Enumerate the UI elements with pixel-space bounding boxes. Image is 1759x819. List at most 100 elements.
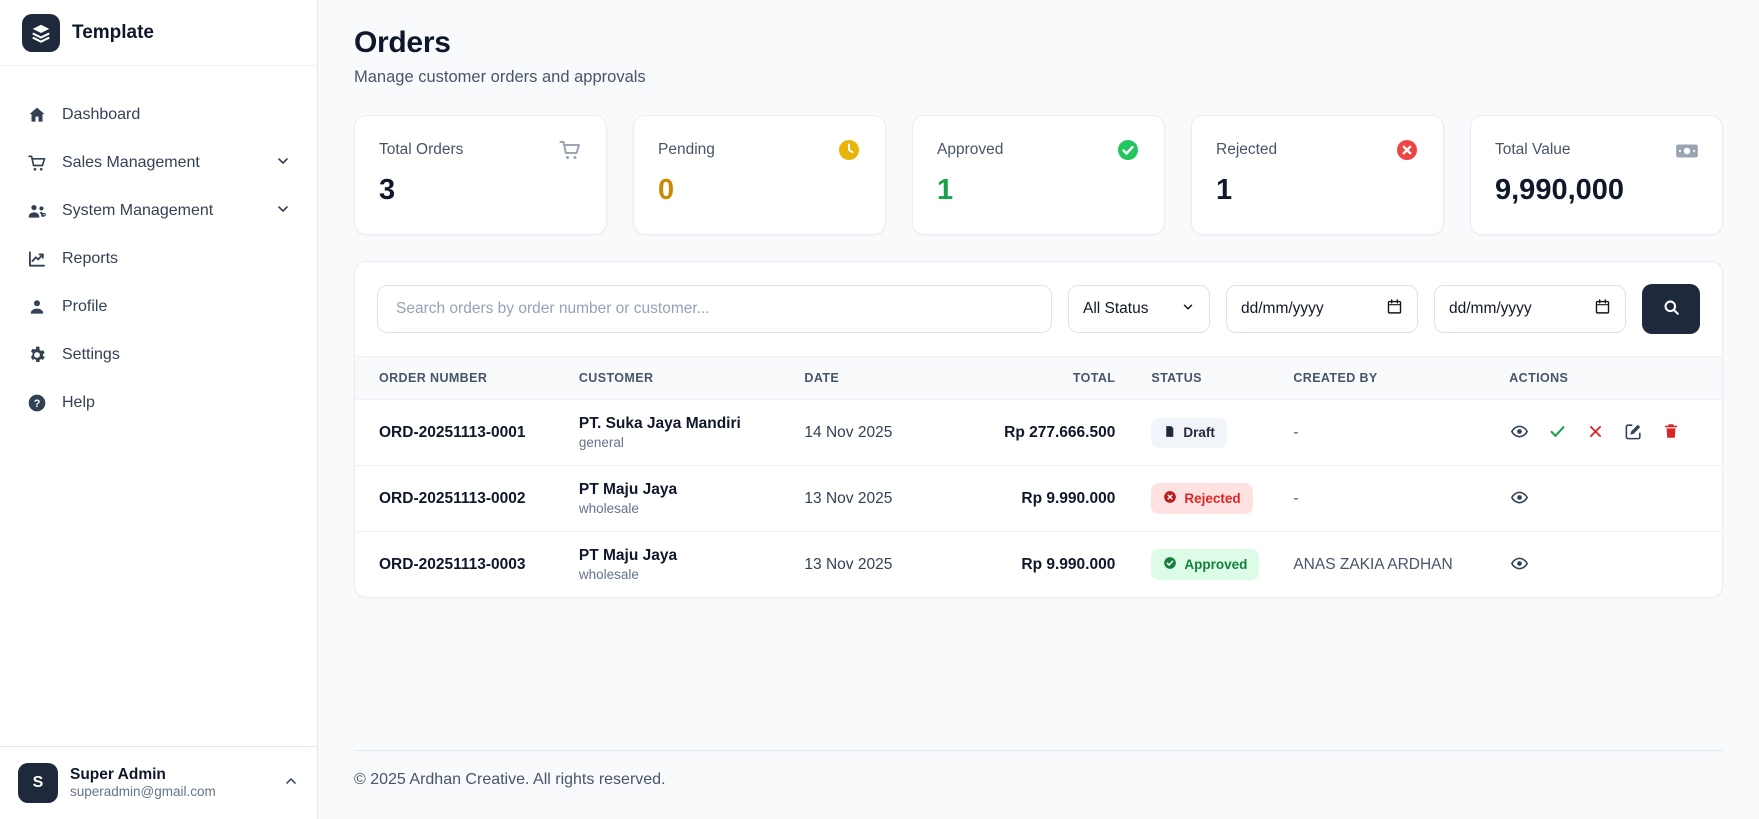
sidebar-item-settings[interactable]: Settings <box>12 332 305 378</box>
column-header-date[interactable]: DATE <box>792 356 950 400</box>
column-header-order-number[interactable]: ORDER NUMBER <box>355 356 567 400</box>
stat-value: 9,990,000 <box>1495 174 1625 206</box>
created-by: ANAS ZAKIA ARDHAN <box>1293 555 1453 573</box>
calendar-icon <box>1594 298 1611 320</box>
clock-icon <box>837 138 861 162</box>
edit-button[interactable] <box>1623 423 1643 443</box>
check-icon <box>1548 422 1567 444</box>
sidebar-item-help[interactable]: ? Help <box>12 380 305 426</box>
search-input[interactable] <box>377 285 1052 333</box>
cart-icon <box>26 152 48 174</box>
status-badge: Approved <box>1151 549 1260 580</box>
copyright-text: © 2025 Ardhan Creative. All rights reser… <box>354 771 666 788</box>
sidebar-item-sales-management[interactable]: Sales Management <box>12 140 305 186</box>
customer-type: general <box>578 435 624 450</box>
stat-value: 1 <box>937 174 954 206</box>
x-icon <box>1587 423 1604 443</box>
stat-label: Pending <box>658 141 715 158</box>
column-header-total[interactable]: TOTAL <box>949 356 1128 400</box>
reject-button[interactable] <box>1585 423 1605 443</box>
calendar-icon <box>1386 298 1403 320</box>
sidebar-user-menu[interactable]: S Super Admin superadmin@gmail.com <box>0 746 317 819</box>
sidebar: Template Dashboard Sales Management Syst… <box>0 0 318 819</box>
stat-value: 3 <box>379 174 396 206</box>
stat-card-pending: Pending 0 <box>633 115 886 235</box>
users-gear-icon <box>26 200 48 222</box>
delete-button[interactable] <box>1661 423 1681 443</box>
sidebar-item-label: Settings <box>62 346 120 363</box>
sidebar-item-reports[interactable]: Reports <box>12 236 305 282</box>
sidebar-item-label: Reports <box>62 250 119 267</box>
sidebar-item-label: Dashboard <box>62 106 141 123</box>
sidebar-item-profile[interactable]: Profile <box>12 284 305 330</box>
stat-card-rejected: Rejected 1 <box>1191 115 1444 235</box>
status-select[interactable]: All Status <box>1068 285 1210 333</box>
created-by: - <box>1293 489 1299 507</box>
stat-label: Approved <box>937 141 1004 158</box>
sidebar-item-dashboard[interactable]: Dashboard <box>12 92 305 138</box>
chart-icon <box>26 248 48 270</box>
document-icon <box>1163 425 1176 441</box>
page-header: Orders Manage customer orders and approv… <box>354 26 1723 87</box>
x-circle-icon <box>1395 138 1419 162</box>
order-number: ORD-20251113-0001 <box>379 423 526 441</box>
customer-type: wholesale <box>578 501 639 516</box>
cart-icon <box>558 138 582 162</box>
stat-card-total-orders: Total Orders 3 <box>354 115 607 235</box>
view-button[interactable] <box>1509 489 1529 509</box>
status-badge: Draft <box>1151 417 1227 448</box>
sidebar-item-system-management[interactable]: System Management <box>12 188 305 234</box>
eye-icon <box>1510 422 1529 444</box>
sidebar-item-label: Help <box>62 394 95 411</box>
stat-label: Rejected <box>1216 141 1278 158</box>
view-button[interactable] <box>1509 555 1529 575</box>
created-by: - <box>1293 423 1299 441</box>
trash-icon <box>1662 422 1680 443</box>
table-header-row: ORDER NUMBER CUSTOMER DATE TOTAL STATUS … <box>355 356 1722 400</box>
orders-panel: All Status dd/mm/yyyy dd/mm/yyyy <box>354 261 1723 598</box>
help-icon: ? <box>26 392 48 414</box>
chevron-down-icon <box>275 201 291 222</box>
date-to-input[interactable]: dd/mm/yyyy <box>1434 285 1626 333</box>
customer-name: PT. Suka Jaya Mandiri <box>578 415 741 432</box>
order-date: 14 Nov 2025 <box>804 423 893 441</box>
eye-icon <box>1510 488 1529 510</box>
search-button[interactable] <box>1642 284 1700 334</box>
order-number: ORD-20251113-0002 <box>379 489 526 507</box>
chevron-down-icon <box>1181 300 1195 319</box>
edit-icon <box>1624 422 1643 444</box>
check-circle-icon <box>1116 138 1140 162</box>
main-content: Orders Manage customer orders and approv… <box>318 0 1759 819</box>
table-row: ORD-20251113-0001 PT. Suka Jaya Mandiri … <box>355 399 1722 466</box>
column-header-created-by[interactable]: CREATED BY <box>1271 356 1484 400</box>
check-circle-icon <box>1163 556 1177 573</box>
status-badge: Rejected <box>1151 483 1253 514</box>
brand[interactable]: Template <box>0 0 317 66</box>
approve-button[interactable] <box>1547 423 1567 443</box>
brand-name: Template <box>72 21 155 43</box>
view-button[interactable] <box>1509 423 1529 443</box>
order-total: Rp 9.990.000 <box>1021 555 1116 573</box>
order-total: Rp 277.666.500 <box>1004 423 1116 441</box>
customer-type: wholesale <box>578 567 639 582</box>
filters-bar: All Status dd/mm/yyyy dd/mm/yyyy <box>355 262 1722 356</box>
orders-table: ORDER NUMBER CUSTOMER DATE TOTAL STATUS … <box>355 356 1722 597</box>
x-circle-icon <box>1163 490 1177 507</box>
table-row: ORD-20251113-0002 PT Maju Jaya wholesale… <box>355 465 1722 532</box>
row-actions <box>1509 489 1710 509</box>
sidebar-item-label: System Management <box>62 202 214 219</box>
sidebar-item-label: Sales Management <box>62 154 200 171</box>
chevron-up-icon <box>283 773 299 794</box>
stat-card-total-value: Total Value 9,990,000 <box>1470 115 1723 235</box>
banknote-icon <box>1674 138 1698 162</box>
stat-label: Total Value <box>1495 141 1571 158</box>
table-row: ORD-20251113-0003 PT Maju Jaya wholesale… <box>355 532 1722 598</box>
order-date: 13 Nov 2025 <box>804 555 893 573</box>
footer: © 2025 Ardhan Creative. All rights reser… <box>354 750 1723 819</box>
column-header-status[interactable]: STATUS <box>1127 356 1272 400</box>
column-header-customer[interactable]: CUSTOMER <box>566 356 793 400</box>
stats-row: Total Orders 3 Pending 0 Approved 1 <box>354 115 1723 235</box>
date-from-input[interactable]: dd/mm/yyyy <box>1226 285 1418 333</box>
svg-text:?: ? <box>34 398 41 410</box>
